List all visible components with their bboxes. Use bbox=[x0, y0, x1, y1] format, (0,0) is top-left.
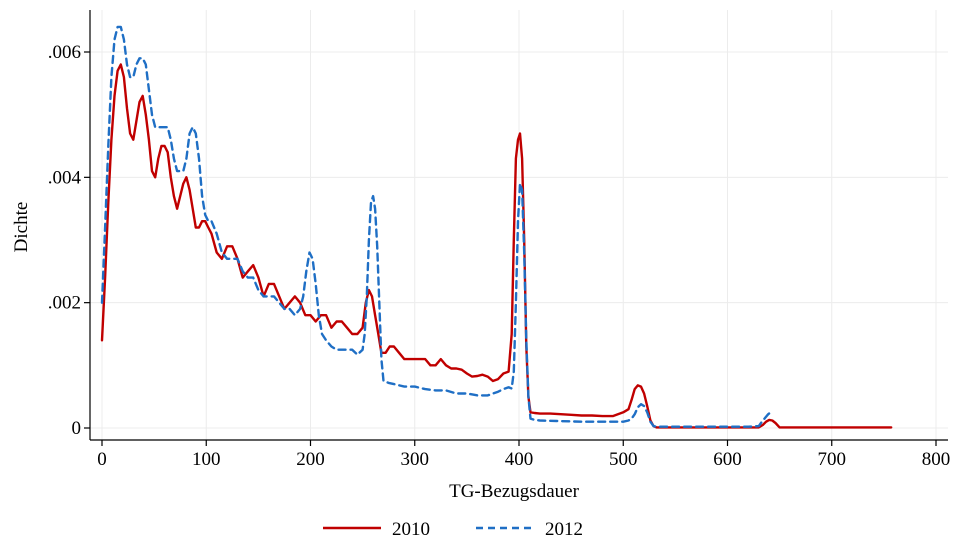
x-tick-label: 300 bbox=[401, 449, 430, 470]
x-ticks: 0 100 200 300 400 500 600 700 800 bbox=[97, 440, 950, 470]
x-tick-label: 200 bbox=[296, 449, 325, 470]
series-line-2012 bbox=[100, 25, 773, 428]
x-tick-label: 500 bbox=[609, 449, 638, 470]
legend-label-2010: 2010 bbox=[392, 519, 430, 538]
x-tick-label: 100 bbox=[192, 449, 221, 470]
y-tick-label: .002 bbox=[48, 293, 81, 314]
y-tick-label: .006 bbox=[48, 42, 81, 63]
legend: 2010 2012 bbox=[323, 519, 583, 538]
y-tick-label: 0 bbox=[72, 418, 82, 439]
legend-label-2012: 2012 bbox=[545, 519, 583, 538]
x-tick-label: 400 bbox=[505, 449, 534, 470]
y-tick-label: .004 bbox=[48, 167, 82, 188]
series-lines bbox=[100, 25, 893, 429]
x-tick-label: 700 bbox=[818, 449, 847, 470]
x-tick-label: 800 bbox=[922, 449, 951, 470]
y-axis-label: Dichte bbox=[11, 202, 32, 253]
y-ticks: 0 .002 .004 .006 bbox=[48, 42, 90, 439]
x-tick-label: 600 bbox=[713, 449, 742, 470]
x-tick-label: 0 bbox=[97, 449, 107, 470]
x-axis-label: TG-Bezugsdauer bbox=[449, 481, 579, 502]
series-line-2010 bbox=[100, 63, 893, 429]
